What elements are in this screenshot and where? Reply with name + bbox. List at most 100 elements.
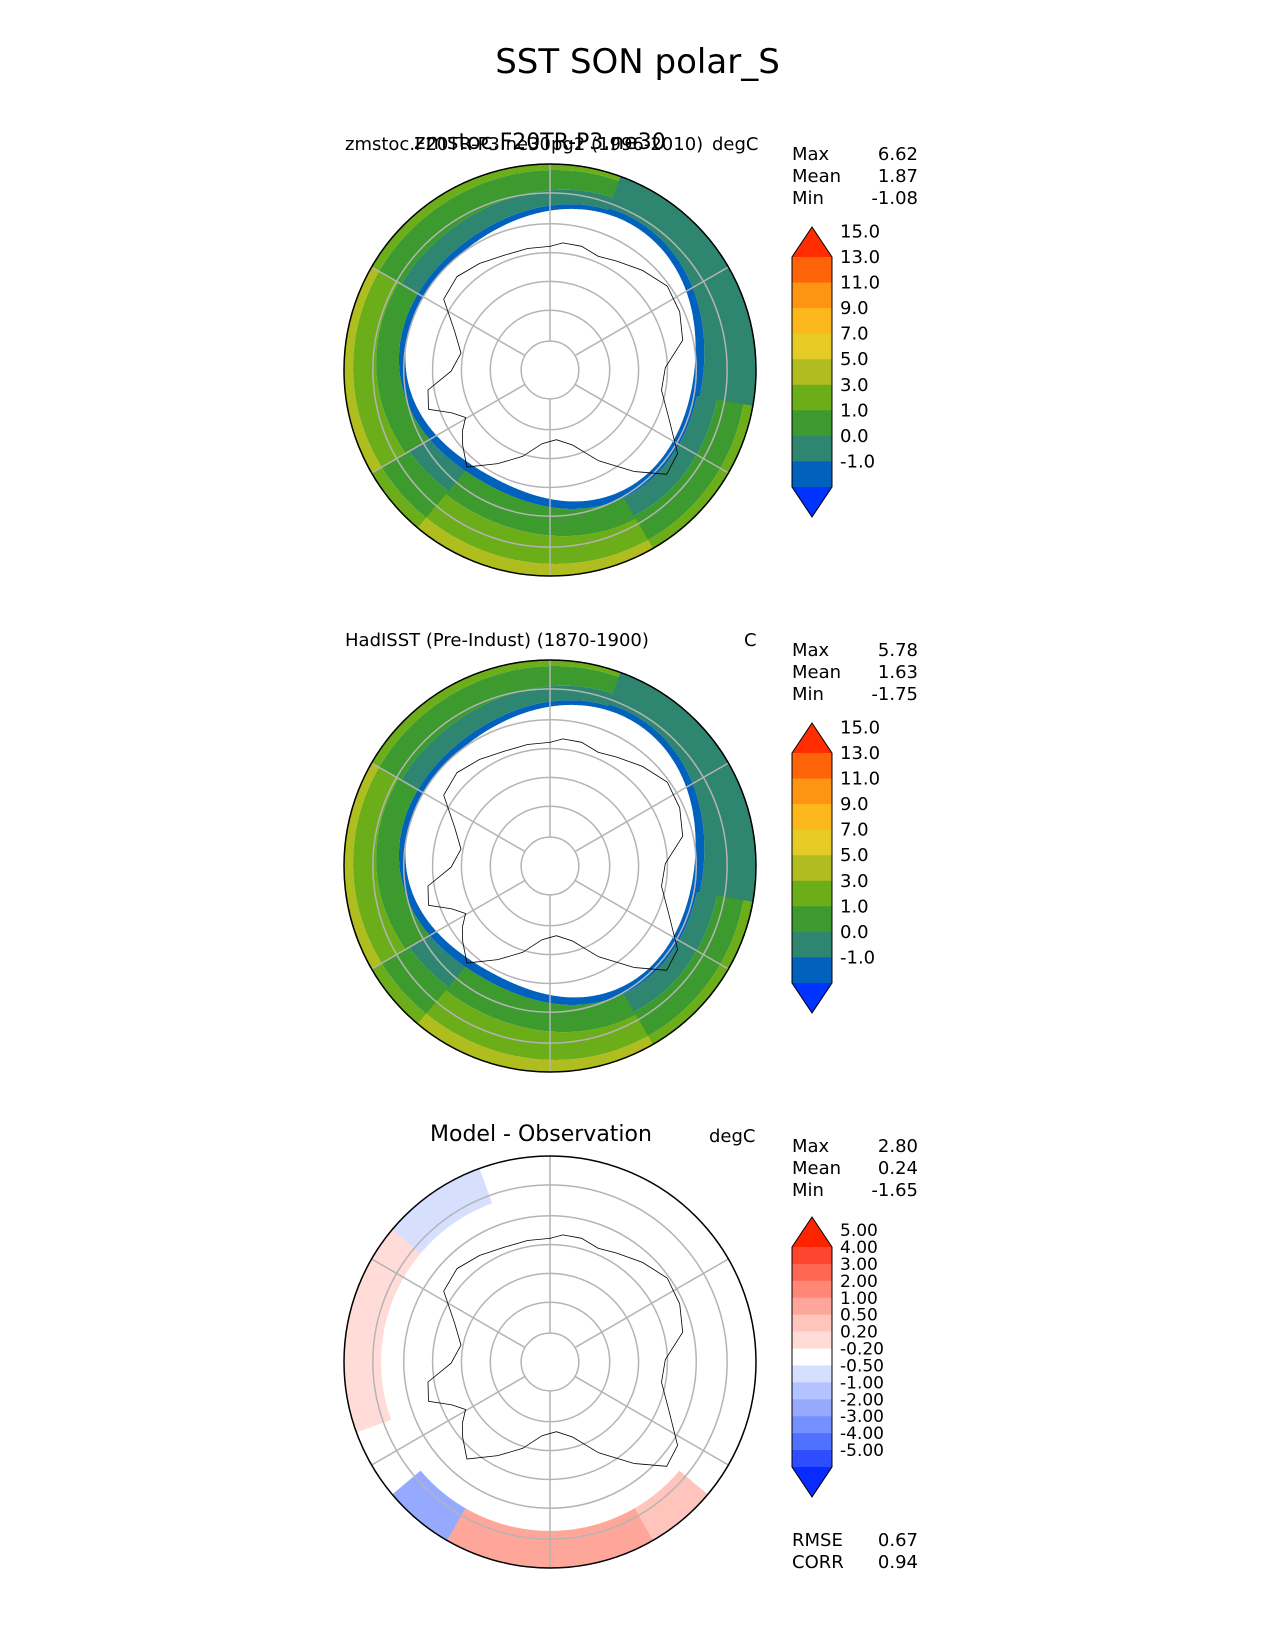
sst-contour-band: [646, 1016, 686, 1049]
colorbar-segment: [792, 1331, 832, 1350]
panel1-title-center: zmstoc.F20TR-P3.ne30: [414, 130, 666, 155]
colorbar-tick-label: -1.00: [840, 1373, 884, 1393]
sst-contour-band: [398, 713, 441, 756]
sst-contour-band: [656, 734, 681, 764]
sst-contour-band: [515, 170, 552, 196]
sst-contour-band: [414, 415, 437, 440]
panel3-metrics: RMSE 0.67 CORR 0.94: [792, 1530, 918, 1574]
map-field: [344, 164, 756, 576]
sst-contour-band: [519, 190, 552, 212]
sst-contour-band: [417, 270, 440, 297]
sst-contour-band: [678, 916, 709, 953]
sst-contour-band: [548, 498, 575, 509]
sst-contour-band: [606, 704, 638, 723]
sst-contour-band: [496, 211, 525, 229]
sst-contour-band: [550, 660, 589, 669]
colorbar-segment: [792, 931, 832, 958]
sst-contour-band: [690, 370, 704, 398]
sst-contour-band: [550, 189, 584, 206]
colorbar-tick-label: 7.0: [840, 820, 869, 841]
sst-contour-band: [445, 450, 471, 471]
sst-contour-band: [674, 261, 694, 293]
sst-contour-band: [699, 370, 756, 409]
sst-contour-band: [367, 961, 402, 1002]
sst-contour-band: [413, 516, 454, 552]
panel3-title-right: degC: [709, 1126, 756, 1147]
stat-mean-label: Mean: [792, 662, 842, 683]
colorbar-tick-label: 9.0: [840, 794, 869, 815]
colorbar-segment: [792, 880, 832, 907]
sst-contour-band: [404, 393, 423, 420]
meridian-line: [371, 1258, 526, 1349]
sst-contour-band: [472, 717, 500, 738]
meridian-line: [574, 1258, 729, 1349]
sst-contour-band: [364, 269, 400, 311]
colorbar-segment: [792, 1399, 832, 1417]
sst-contour-band: [699, 964, 732, 1003]
colorbar-segment: [792, 435, 832, 462]
sst-contour-band: [406, 292, 425, 320]
colorbar-segment: [792, 308, 832, 335]
colorbar-tick-label: 7.0: [840, 324, 869, 345]
sst-contour-band: [618, 974, 646, 995]
sst-contour-band: [644, 961, 680, 997]
colorbar-segment: [792, 1297, 832, 1316]
sst-contour-band: [513, 164, 553, 174]
sst-contour-band: [503, 980, 529, 998]
sst-contour-band: [689, 891, 717, 926]
sst-contour-band: [483, 970, 509, 990]
colorbar-segment: [792, 1365, 832, 1383]
sst-contour-band: [548, 1031, 584, 1060]
sst-contour-band: [525, 988, 550, 1004]
sst-contour-band: [700, 298, 756, 345]
sst-contour-band: [678, 420, 709, 457]
meridian-line: [371, 383, 526, 474]
sst-contour-band: [380, 394, 416, 428]
sst-contour-band: [514, 1026, 550, 1060]
sst-contour-band: [522, 205, 552, 218]
stat-min-label: Min: [792, 1180, 824, 1201]
sst-contour-band: [380, 890, 416, 924]
sst-contour-band: [351, 931, 382, 972]
latitude-circle: [520, 1332, 580, 1392]
colorbar-outline: [791, 1216, 833, 1498]
colorbar-outline: [791, 722, 833, 1014]
sst-contour-band: [496, 707, 525, 725]
sst-contour-band: [622, 484, 659, 517]
meridian-line: [574, 762, 729, 853]
antarctica-coastline: [427, 242, 684, 475]
panel3-polar-map: [343, 1155, 757, 1569]
sst-contour-band: [444, 966, 485, 1006]
sst-contour-band: [595, 491, 624, 507]
sst-contour-band: [423, 197, 466, 239]
antarctica-coastline: [427, 1234, 684, 1467]
panel3-stats: Max 2.80 Mean 0.24 Min -1.65: [792, 1136, 918, 1202]
sst-contour-band: [622, 980, 659, 1013]
stat-min-value: -1.75: [871, 684, 918, 705]
sst-contour-band: [606, 1014, 649, 1051]
colorbar-outline: [791, 226, 833, 518]
panel2-stats: Max 5.78 Mean 1.63 Min -1.75: [792, 640, 918, 706]
colorbar-tick-label: 3.0: [840, 871, 869, 892]
sst-contour-band: [451, 235, 478, 258]
sst-contour-band: [428, 930, 454, 953]
panel2-title-left: HadISST (Pre-Indust) (1870-1900): [345, 630, 649, 651]
colorbar-tick-label: 11.0: [840, 769, 880, 790]
sst-contour-band: [379, 241, 420, 285]
sst-contour-band: [663, 940, 697, 977]
sst-contour-band: [674, 496, 711, 533]
sst-contour-band: [693, 315, 705, 346]
colorbar-tick-label: 0.20: [840, 1323, 878, 1343]
sst-contour-band: [581, 172, 621, 198]
sst-contour-band: [344, 331, 357, 370]
sst-contour-band: [644, 465, 680, 501]
sst-contour-band: [483, 474, 509, 494]
colorbar-tick-label: 9.0: [840, 298, 869, 319]
colorbar-tick-label: 15.0: [840, 718, 880, 738]
colorbar-segment: [792, 855, 832, 882]
sst-contour-band: [404, 889, 423, 916]
sst-contour-band: [377, 308, 407, 344]
panel1-stats: Max 6.62 Mean 1.87 Min -1.08: [792, 144, 918, 210]
colorbar-tick-label: 1.0: [840, 400, 869, 421]
sst-contour-band: [423, 693, 466, 735]
